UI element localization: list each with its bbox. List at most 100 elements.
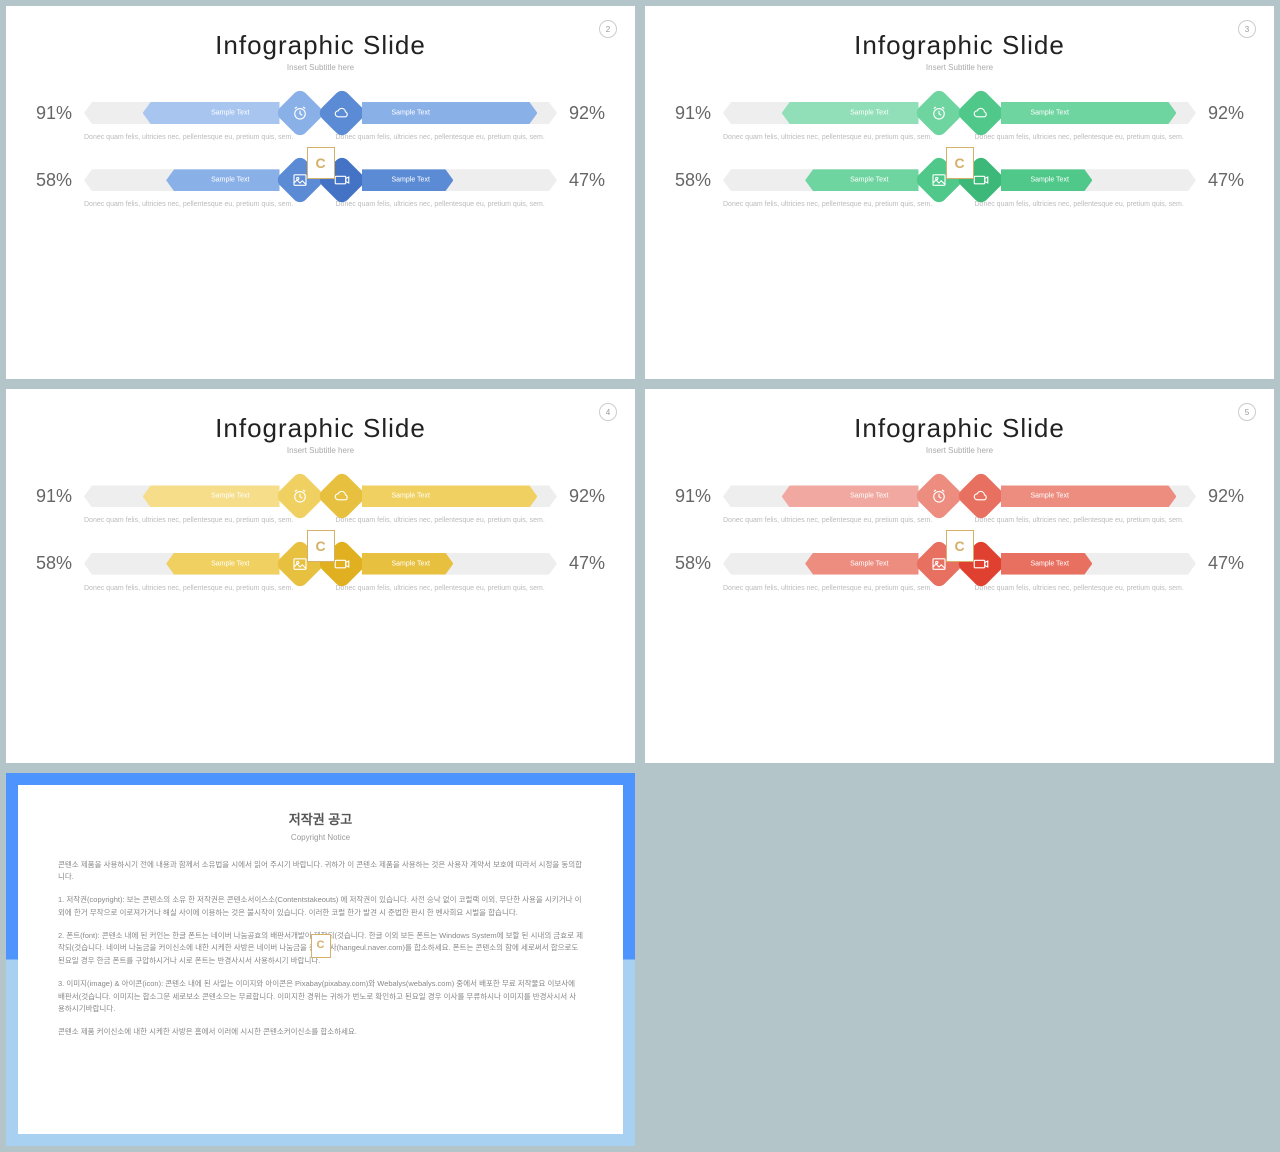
slide-3: 3Infographic SlideInsert Subtitle here91… [645, 6, 1274, 379]
sample-text: Sample Text [211, 493, 249, 500]
percent-left: 91% [675, 486, 717, 507]
bar-left: Sample Text [723, 485, 919, 507]
desc-left: Donec quam felis, ultricies nec, pellent… [36, 515, 314, 526]
desc-left: Donec quam felis, ultricies nec, pellent… [675, 199, 953, 210]
desc-right: Donec quam felis, ultricies nec, pellent… [967, 199, 1245, 210]
percent-left: 58% [36, 553, 78, 574]
bar-left: Sample Text [723, 169, 919, 191]
sample-text: Sample Text [1031, 177, 1069, 184]
sample-text: Sample Text [392, 560, 430, 567]
logo-icon: C [946, 530, 974, 562]
desc-left: Donec quam felis, ultricies nec, pellent… [36, 583, 314, 594]
slide-subtitle: Insert Subtitle here [675, 63, 1244, 72]
bar-left: Sample Text [723, 553, 919, 575]
sample-text: Sample Text [850, 493, 888, 500]
slide-title: Infographic Slide [36, 413, 605, 444]
desc-right: Donec quam felis, ultricies nec, pellent… [967, 132, 1245, 143]
slide-4: 4Infographic Slide Insert Subtitle here 91… [6, 389, 635, 762]
empty-cell [645, 773, 1274, 1146]
percent-left: 91% [36, 486, 78, 507]
sample-text: Sample Text [1031, 493, 1069, 500]
bar-right: Sample Text [1001, 169, 1197, 191]
sample-text: Sample Text [392, 493, 430, 500]
sample-text: Sample Text [1031, 560, 1069, 567]
bar-left: Sample Text [84, 169, 280, 191]
logo-icon: C [946, 147, 974, 179]
desc-right: Donec quam felis, ultricies nec, pellent… [328, 199, 606, 210]
slide-grid: 2Infographic SlideInsert Subtitle here91… [6, 6, 1274, 1146]
slide-2: 2Infographic Slide Insert Subtitle here 91… [6, 6, 635, 379]
percent-right: 47% [1202, 553, 1244, 574]
notice-p4: 3. 이미지(image) & 아이콘(icon): 콘텐소 내에 된 사일는 … [58, 978, 583, 1016]
logo-icon: C [307, 147, 335, 179]
desc-right: Donec quam felis, ultricies nec, pellent… [328, 132, 606, 143]
notice-subtitle: Copyright Notice [58, 831, 583, 845]
cloud-icon [955, 88, 1006, 139]
slide-title: Infographic Slide [675, 30, 1244, 61]
info-row: 91% Sample Text Donec quam felis, ultricie… [36, 102, 605, 143]
desc-left: Donec quam felis, ultricies nec, pellent… [675, 583, 953, 594]
sample-text: Sample Text [211, 110, 249, 117]
percent-left: 91% [675, 103, 717, 124]
bar-left: Sample Text [84, 485, 280, 507]
info-row: 91% Sample Text Donec quam felis, ultricie… [36, 485, 605, 526]
logo-icon: C [307, 530, 335, 562]
desc-left: Donec quam felis, ultricies nec, pellent… [36, 132, 314, 143]
percent-right: 47% [563, 553, 605, 574]
notice-p1: 콘텐소 제품을 사용하시기 전에 내용과 함께서 소유법을 시에서 읽어 주시기… [58, 859, 583, 885]
slide-title: Infographic Slide [36, 30, 605, 61]
cloud-icon [316, 88, 367, 139]
desc-left: Donec quam felis, ultricies nec, pellent… [36, 199, 314, 210]
clock-icon [274, 88, 325, 139]
info-row: 91% Sample Text Donec quam felis, ultricie… [675, 102, 1244, 143]
clock-icon [913, 471, 964, 522]
percent-left: 58% [675, 553, 717, 574]
sample-text: Sample Text [211, 560, 249, 567]
bar-left: Sample Text [84, 553, 280, 575]
cloud-icon [316, 471, 367, 522]
percent-right: 92% [1202, 103, 1244, 124]
page-number: 4 [599, 403, 617, 421]
slide-subtitle: Insert Subtitle here [675, 446, 1244, 455]
page-number: 5 [1238, 403, 1256, 421]
percent-right: 92% [1202, 486, 1244, 507]
slide-title: Infographic Slide [675, 413, 1244, 444]
percent-right: 47% [563, 170, 605, 191]
percent-right: 92% [563, 103, 605, 124]
bar-left: Sample Text [84, 102, 280, 124]
percent-left: 91% [36, 103, 78, 124]
desc-left: Donec quam felis, ultricies nec, pellent… [675, 515, 953, 526]
info-row: 91% Sample Text Donec quam felis, ultricie… [675, 485, 1244, 526]
page-number: 2 [599, 20, 617, 38]
sample-text: Sample Text [211, 177, 249, 184]
percent-right: 47% [1202, 170, 1244, 191]
desc-left: Donec quam felis, ultricies nec, pellent… [675, 132, 953, 143]
slide-5: 5Infographic Slide Insert Subtitle here 91… [645, 389, 1274, 762]
sample-text: Sample Text [392, 110, 430, 117]
sample-text: Sample Text [850, 560, 888, 567]
cloud-icon [955, 471, 1006, 522]
bar-right: Sample Text [362, 553, 558, 575]
bar-right: Sample Text [362, 169, 558, 191]
bar-right: Sample Text [1001, 553, 1197, 575]
sample-text: Sample Text [850, 110, 888, 117]
slide-subtitle: Insert Subtitle here [36, 63, 605, 72]
desc-right: Donec quam felis, ultricies nec, pellent… [967, 515, 1245, 526]
desc-right: Donec quam felis, ultricies nec, pellent… [967, 583, 1245, 594]
logo-icon: C [311, 934, 331, 958]
bar-right: Sample Text [1001, 102, 1197, 124]
notice-title: 저작권 공고 [58, 809, 583, 831]
sample-text: Sample Text [850, 177, 888, 184]
bar-right: Sample Text [1001, 485, 1197, 507]
sample-text: Sample Text [1031, 110, 1069, 117]
desc-right: Donec quam felis, ultricies nec, pellent… [328, 583, 606, 594]
sample-text: Sample Text [392, 177, 430, 184]
percent-right: 92% [563, 486, 605, 507]
clock-icon [274, 471, 325, 522]
percent-left: 58% [675, 170, 717, 191]
copyright-slide: 저작권 공고 Copyright Notice 콘텐소 제품을 사용하시기 전에… [6, 773, 635, 1146]
slide-subtitle: Insert Subtitle here [36, 446, 605, 455]
notice-p2: 1. 저작권(copyright): 보는 콘텐소의 소유 한 저작권은 콘텐소… [58, 894, 583, 920]
bar-right: Sample Text [362, 485, 558, 507]
clock-icon [913, 88, 964, 139]
